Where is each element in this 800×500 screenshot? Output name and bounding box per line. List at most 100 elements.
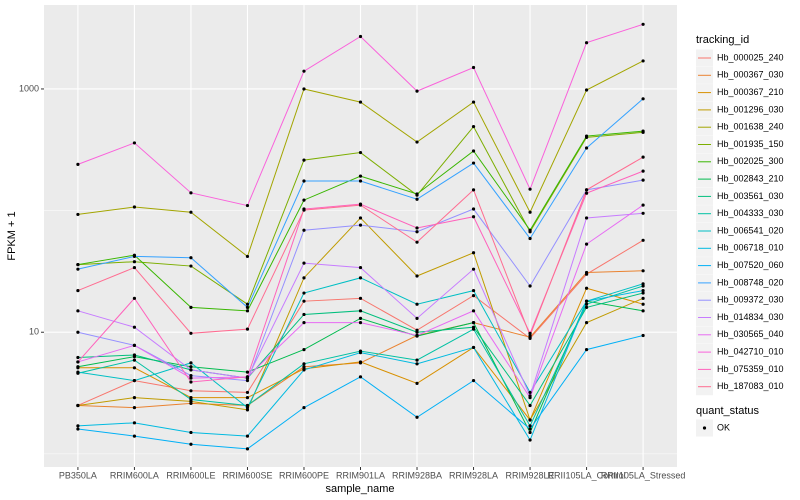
point [302,368,306,372]
x-tick-label: PB350LA [59,470,97,480]
legend-label: Hb_075359_010 [717,364,784,374]
point [641,302,645,306]
point [641,282,645,286]
point [245,434,250,438]
point [641,59,645,63]
point [189,389,193,393]
point [358,174,363,178]
point [132,421,137,425]
point [471,345,476,350]
y-tick-label: 1000 [19,83,39,93]
point [641,22,645,26]
point [245,370,250,374]
point [584,191,589,195]
point [528,438,532,442]
point [189,365,193,369]
point [189,368,193,372]
point [245,302,250,306]
point [528,430,532,435]
point [471,379,476,383]
legend-title: tracking_id [696,34,749,46]
point [471,125,476,129]
point [302,69,306,73]
point [302,291,306,295]
point [528,396,532,400]
point [641,291,645,295]
point [415,197,419,201]
point [358,150,363,155]
x-tick-label: RRIM600SE [222,470,272,480]
point [528,424,532,428]
point [528,418,532,422]
y-tick-label: 10 [29,327,39,337]
point [245,203,250,208]
point [302,406,306,410]
legend-label: Hb_042710_010 [717,346,784,356]
point [641,155,645,159]
point [132,265,137,270]
legend-label: Hb_000367_030 [717,70,784,80]
point [76,262,80,267]
point [76,355,80,360]
point [471,294,476,298]
point [415,240,419,244]
point [132,434,137,438]
point [584,146,589,150]
point [132,396,137,400]
point [528,228,532,232]
point [471,321,476,325]
point [132,260,137,264]
point [471,309,476,313]
point [415,333,419,338]
point [245,408,250,412]
point [245,327,250,331]
point [584,286,589,290]
point [415,192,419,196]
point [471,149,476,153]
point [415,362,419,366]
x-tick-label: RRII105LA_Control [548,470,626,480]
point [358,375,363,379]
point [302,312,306,317]
point [358,100,363,104]
legend-label: Hb_030565_040 [717,329,784,339]
point [528,331,532,335]
point [189,376,193,380]
x-tick-label: RRIM928BA [392,470,442,480]
point [471,251,476,255]
legend-label: Hb_001296_030 [717,104,784,114]
point [302,179,306,183]
point [189,361,193,365]
point [302,299,306,303]
point [584,242,589,246]
point [584,88,589,92]
point [415,89,419,93]
point [584,302,589,306]
point [76,424,80,428]
point [132,358,137,362]
legend-label: Hb_009372_030 [717,295,784,305]
legend-label: Hb_007520_060 [717,260,784,270]
point [132,254,137,259]
point [132,343,137,347]
point [358,216,363,220]
point [415,140,419,144]
point [471,327,476,331]
point [189,374,193,378]
point [189,331,193,335]
point [245,309,250,313]
legend-label: Hb_006718_010 [717,243,784,253]
legend-label: Hb_000367_210 [717,87,784,97]
point [584,321,589,325]
y-axis-label: FPKM + 1 [6,211,18,260]
point [302,321,306,325]
point [584,216,589,220]
point [132,379,137,383]
point [245,390,250,395]
point [584,134,589,138]
point [76,309,80,313]
point [358,265,363,270]
point [132,296,137,300]
point [132,205,137,209]
x-tick-label: RRIM901LA [336,470,385,480]
